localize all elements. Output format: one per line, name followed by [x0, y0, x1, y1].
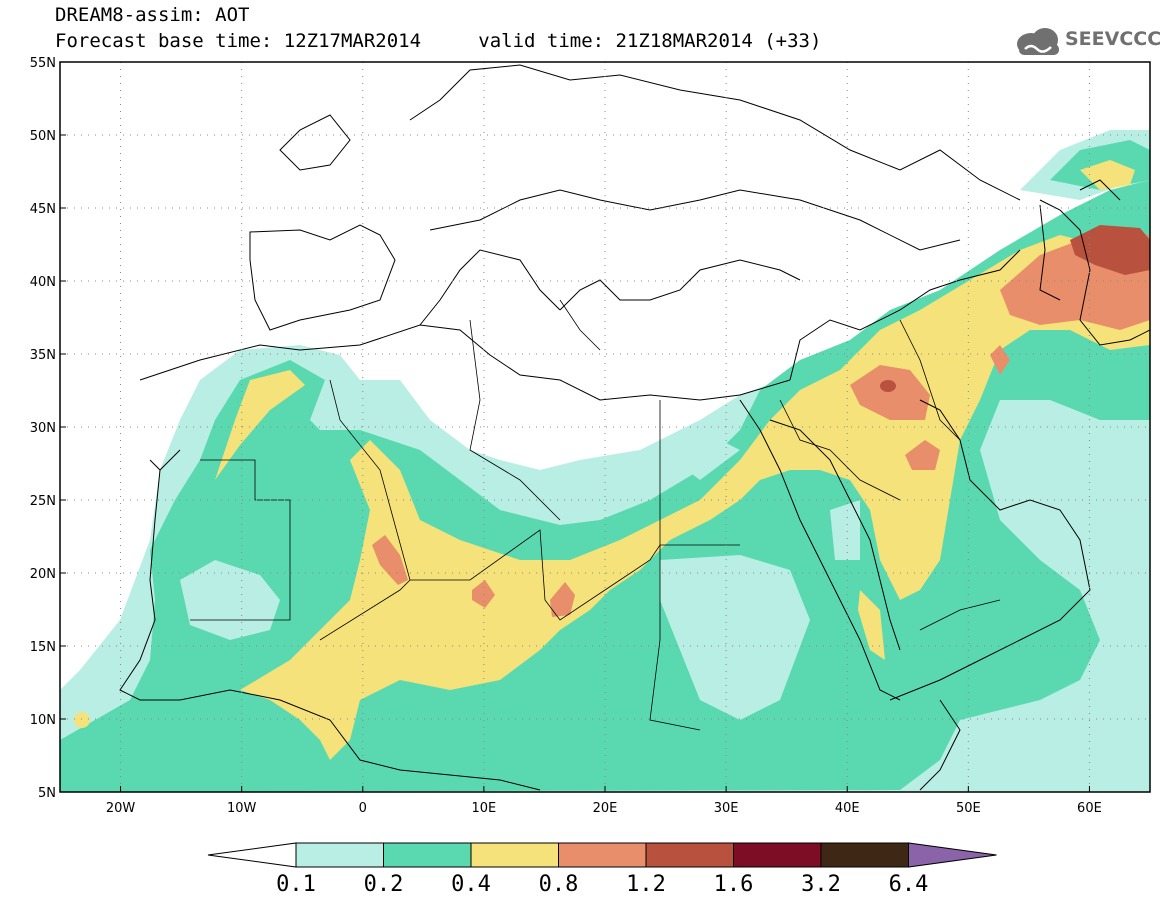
lat-tick-label: 50N: [30, 129, 56, 144]
colorbar-box: [645, 842, 734, 868]
base-time-label: Forecast base time: 12Z17MAR2014: [55, 30, 422, 52]
colorbar-level-label: 0.4: [451, 872, 491, 897]
lat-tick-label: 10N: [30, 713, 56, 728]
colorbar-above-triangle: [908, 842, 997, 868]
lat-tick-label: 5N: [38, 786, 56, 801]
lon-tick-label: 10W: [227, 801, 257, 816]
lon-tick-label: 40E: [835, 801, 860, 816]
colorbar-boxes: [207, 842, 997, 868]
lat-tick-label: 35N: [30, 348, 56, 363]
lon-tick-label: 30E: [714, 801, 739, 816]
colorbar-level-label: 1.2: [626, 872, 666, 897]
colorbar-box: [470, 842, 559, 868]
lat-tick-label: 30N: [30, 421, 56, 436]
colorbar-level-label: 0.1: [276, 872, 316, 897]
lon-tick-label: 20W: [106, 801, 136, 816]
cloud-icon: [1017, 28, 1059, 55]
valid-time-label: valid time: 21Z18MAR2014 (+33): [478, 30, 822, 52]
coastlines: [119, 64, 1150, 791]
lat-tick-label: 20N: [30, 567, 56, 582]
colorbar-labels: 0.1 0.2 0.4 0.8 1.2 1.6 3.2 6.4: [276, 872, 928, 897]
seevccc-logo: SEEVCCC: [1013, 22, 1161, 62]
lat-tick-label: 15N: [30, 640, 56, 655]
lon-tick-label: 60E: [1077, 801, 1102, 816]
borders: [190, 299, 1001, 731]
colorbar-box: [383, 842, 472, 868]
colorbar-box: [820, 842, 909, 868]
colorbar-box: [558, 842, 647, 868]
lat-tick-label: 45N: [30, 202, 56, 217]
colorbar-level-label: 0.8: [539, 872, 579, 897]
time-line: Forecast base time: 12Z17MAR2014 valid t…: [55, 30, 821, 52]
colorbar-level-label: 1.6: [714, 872, 754, 897]
lon-tick-label: 50E: [956, 801, 981, 816]
lon-tick-label: 10E: [472, 801, 497, 816]
aot-level-1.2: [880, 225, 1150, 392]
colorbar-box: [733, 842, 822, 868]
colorbar-level-label: 3.2: [801, 872, 841, 897]
colorbar-level-label: 6.4: [889, 872, 929, 897]
lon-tick-label: 20E: [593, 801, 618, 816]
graticule: [60, 61, 1150, 793]
lat-tick-label: 25N: [30, 494, 56, 509]
lon-tick-label: 0: [359, 801, 367, 816]
map-title: DREAM8-assim: AOT: [55, 4, 250, 26]
logo-text: SEEVCCC: [1065, 28, 1162, 50]
axis-ticks: 20W 10W 0 10E 20E 30E 40E 50E 60E 55N 50N 45N 40N 35N…: [30, 56, 1102, 816]
colorbar-below-triangle: [207, 842, 297, 868]
colorbar-level-label: 0.2: [364, 872, 404, 897]
lat-tick-label: 40N: [30, 275, 56, 290]
lat-tick-label: 55N: [30, 56, 56, 71]
colorbar-box: [295, 842, 384, 868]
